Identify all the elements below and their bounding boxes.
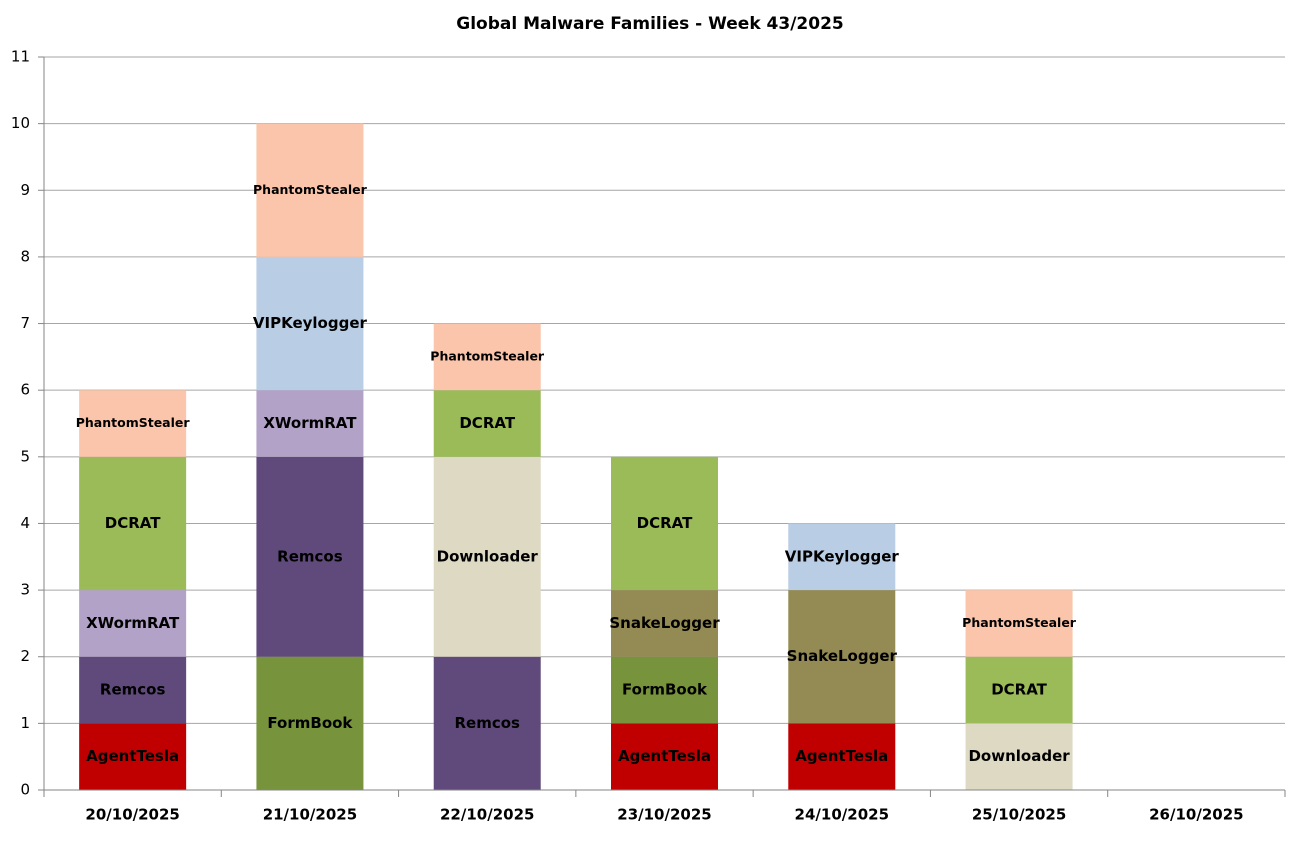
chart-title: Global Malware Families - Week 43/2025 [456,14,844,34]
bar-segment [611,456,718,591]
y-tick-label: 7 [20,314,30,332]
segment-label: Downloader [968,747,1070,765]
bar-segment [79,390,187,457]
segment-label: DCRAT [991,681,1047,699]
bar-segment [788,523,896,591]
segment-label: PhantomStealer [253,182,368,197]
x-tick-label: 22/10/2025 [440,806,534,824]
y-tick-label: 6 [20,381,30,399]
segment-label: Remcos [277,547,343,565]
bar-segment [433,656,541,790]
x-tick-label: 25/10/2025 [972,806,1066,824]
bar-segment [965,723,1073,790]
y-tick-label: 9 [20,181,30,199]
y-tick-label: 4 [20,514,30,532]
bar-segment [256,256,364,391]
x-tick-label: 21/10/2025 [263,806,357,824]
bar-segment [433,390,541,457]
segment-label: AgentTesla [618,747,711,765]
bar-segment [79,590,187,657]
bar-segment [79,723,187,790]
x-tick-label: 26/10/2025 [1149,806,1243,824]
segment-label: PhantomStealer [430,348,545,363]
segment-label: VIPKeylogger [253,314,368,332]
y-tick-label: 0 [20,781,30,799]
y-tick-label: 11 [11,48,30,66]
x-tick-label: 20/10/2025 [85,806,179,824]
bar-segment [256,656,364,790]
bar-segment [611,723,718,790]
x-tick-label: 24/10/2025 [795,806,889,824]
bar-segment [788,723,896,790]
y-tick-label: 5 [20,447,30,465]
bar-segment [611,590,718,657]
y-tick-label: 10 [11,114,30,132]
bar-segment [611,656,718,724]
bar-segment [965,656,1073,724]
segment-label: AgentTesla [795,747,888,765]
segment-label: AgentTesla [86,747,179,765]
segment-label: DCRAT [459,414,515,432]
segment-label: FormBook [622,681,708,699]
bar-segment [788,590,896,724]
x-tick-label: 23/10/2025 [617,806,711,824]
bar-segment [256,390,364,457]
bar-segment [965,590,1073,657]
y-tick-label: 3 [20,581,30,599]
segment-label: Remcos [100,681,166,699]
bar-segment [79,656,187,724]
segment-label: VIPKeylogger [785,547,900,565]
segment-label: SnakeLogger [609,614,720,632]
segment-label: XWormRAT [86,614,180,632]
y-tick-label: 1 [20,714,30,732]
y-tick-label: 2 [20,647,30,665]
bar-segment [433,456,541,657]
segment-label: PhantomStealer [962,615,1077,630]
bar-segment [79,456,187,591]
segment-label: XWormRAT [263,414,357,432]
segment-label: DCRAT [637,514,693,532]
segment-label: PhantomStealer [76,415,191,430]
bar-segment [433,323,541,391]
segment-label: Downloader [437,547,539,565]
bar-segment [256,456,364,657]
y-tick-label: 8 [20,247,30,265]
segment-label: SnakeLogger [787,647,898,665]
segment-label: FormBook [267,714,353,732]
segment-label: DCRAT [105,514,161,532]
segment-label: Remcos [454,714,520,732]
bar-segment [256,123,364,257]
